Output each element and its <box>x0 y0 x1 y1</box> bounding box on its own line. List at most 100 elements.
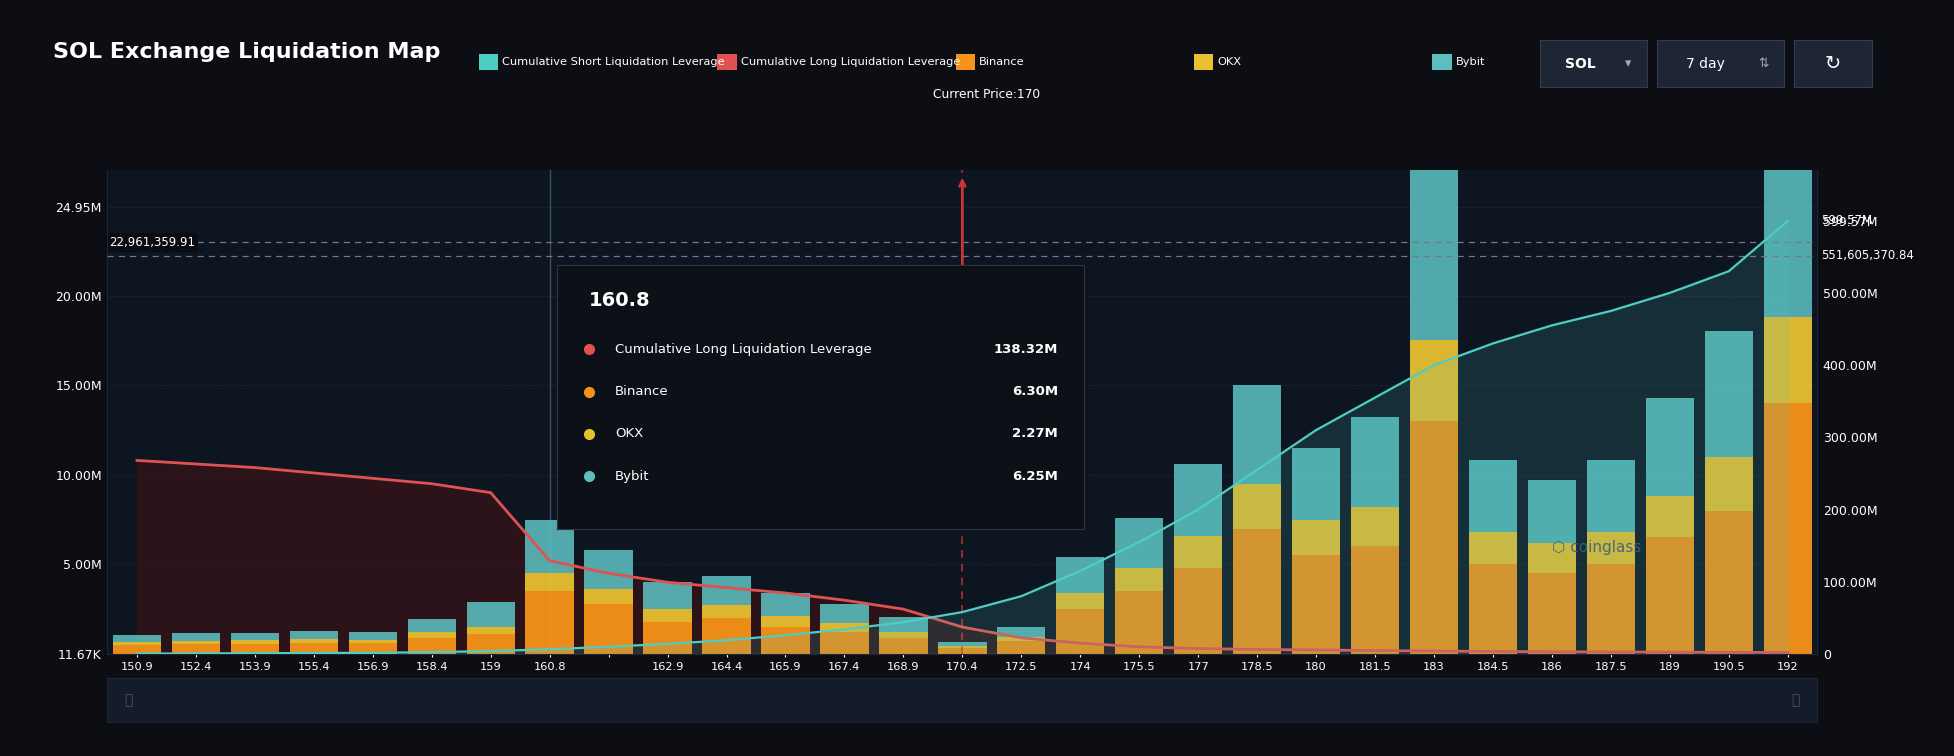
Text: 599.57M: 599.57M <box>1821 215 1872 228</box>
Bar <box>997 641 1045 654</box>
Text: OKX: OKX <box>616 427 643 441</box>
Bar <box>821 624 870 633</box>
Text: ⏸: ⏸ <box>1792 693 1800 707</box>
Text: Current Price:170: Current Price:170 <box>934 88 1040 101</box>
Bar <box>1411 340 1458 421</box>
Bar <box>1055 609 1104 654</box>
Bar <box>526 573 574 591</box>
Bar <box>997 637 1045 641</box>
Bar <box>1116 518 1163 568</box>
Bar <box>1350 417 1399 507</box>
Bar <box>1645 398 1694 496</box>
Bar <box>1350 547 1399 654</box>
Bar <box>1469 564 1516 654</box>
Bar <box>526 519 574 573</box>
Text: ⬡ coinglass: ⬡ coinglass <box>1551 540 1641 555</box>
Bar <box>348 640 397 643</box>
Bar <box>879 631 928 638</box>
Bar <box>821 633 870 654</box>
Bar <box>584 590 633 604</box>
Text: 6.30M: 6.30M <box>1012 385 1059 398</box>
Text: Cumulative Long Liquidation Leverage: Cumulative Long Liquidation Leverage <box>741 57 959 67</box>
Bar <box>879 617 928 631</box>
Bar <box>584 604 633 654</box>
Bar <box>762 593 809 616</box>
Text: ▾: ▾ <box>1626 57 1632 70</box>
Text: Cumulative Long Liquidation Leverage: Cumulative Long Liquidation Leverage <box>616 342 871 356</box>
Bar <box>1587 460 1635 532</box>
Bar <box>1116 591 1163 654</box>
Text: Bybit: Bybit <box>1456 57 1485 67</box>
Bar <box>1411 161 1458 340</box>
Bar <box>348 643 397 654</box>
Bar <box>1233 484 1282 528</box>
Bar <box>1174 568 1223 654</box>
Bar <box>172 640 221 644</box>
Bar <box>1174 464 1223 536</box>
Bar <box>113 645 160 654</box>
Bar <box>289 631 338 639</box>
Text: Cumulative Short Liquidation Leverage: Cumulative Short Liquidation Leverage <box>502 57 725 67</box>
Bar <box>526 591 574 654</box>
Text: 551,605,370.84: 551,605,370.84 <box>1821 249 1915 262</box>
Bar <box>1116 568 1163 591</box>
Bar <box>821 604 870 624</box>
Text: SOL Exchange Liquidation Map: SOL Exchange Liquidation Map <box>53 42 440 61</box>
Bar <box>762 627 809 654</box>
Bar <box>1645 538 1694 654</box>
Bar <box>1587 564 1635 654</box>
Bar <box>1233 385 1282 484</box>
Bar <box>1350 507 1399 547</box>
Text: 6.25M: 6.25M <box>1012 469 1059 483</box>
Bar <box>1292 448 1340 519</box>
Bar <box>938 646 987 648</box>
Text: Binance: Binance <box>616 385 668 398</box>
Bar <box>762 616 809 627</box>
Text: Bybit: Bybit <box>616 469 649 483</box>
Bar <box>172 634 221 640</box>
Bar <box>1055 557 1104 593</box>
Bar <box>701 605 750 618</box>
Bar <box>1292 556 1340 654</box>
Bar <box>701 618 750 654</box>
Bar <box>584 550 633 590</box>
Bar <box>643 582 692 609</box>
Bar <box>467 602 514 627</box>
Bar <box>231 640 279 643</box>
Bar <box>1411 421 1458 654</box>
Bar <box>1764 111 1811 317</box>
Bar <box>289 643 338 654</box>
Bar <box>1292 519 1340 556</box>
Bar <box>1469 460 1516 532</box>
Bar <box>1704 331 1753 457</box>
Bar <box>997 627 1045 637</box>
Bar <box>879 638 928 654</box>
Text: 2.27M: 2.27M <box>1012 427 1059 441</box>
Text: ⏸: ⏸ <box>125 693 133 707</box>
Bar <box>348 631 397 640</box>
Bar <box>467 634 514 654</box>
Bar <box>231 643 279 654</box>
Bar <box>289 639 338 643</box>
Bar <box>1233 528 1282 654</box>
Bar <box>408 638 455 654</box>
Bar <box>938 648 987 654</box>
Text: 22,961,359.91: 22,961,359.91 <box>109 236 195 249</box>
Bar <box>701 576 750 605</box>
Text: OKX: OKX <box>1217 57 1241 67</box>
Bar <box>408 631 455 638</box>
Bar <box>113 642 160 645</box>
Bar <box>1469 532 1516 564</box>
Text: 138.32M: 138.32M <box>995 342 1059 356</box>
Bar <box>643 609 692 621</box>
Text: 160.8: 160.8 <box>588 291 651 310</box>
Bar <box>1174 536 1223 568</box>
Bar <box>1055 593 1104 609</box>
Bar <box>1528 543 1577 573</box>
Bar <box>1528 480 1577 543</box>
Bar <box>172 644 221 654</box>
Bar <box>1704 510 1753 654</box>
Bar <box>1645 496 1694 538</box>
Bar <box>1764 317 1811 403</box>
Bar <box>1704 457 1753 510</box>
